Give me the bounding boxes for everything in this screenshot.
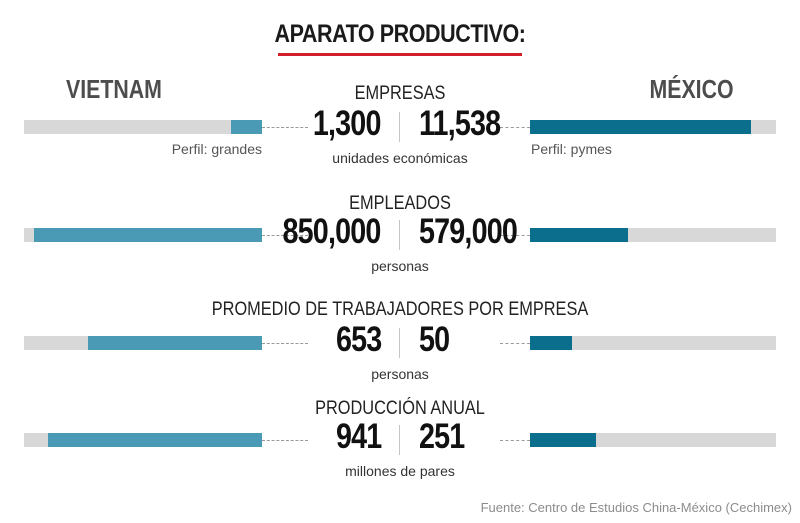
metric-label-promedio-trabajadores: PROMEDIO DE TRABAJADORES POR EMPRESA — [211, 299, 589, 320]
bar-track-mexico-empleados — [530, 228, 776, 242]
value-divider-promedio-trabajadores — [399, 328, 400, 358]
profile-mexico: Perfil: pymes — [531, 141, 612, 157]
bar-mexico-produccion-anual — [530, 433, 596, 447]
bar-mexico-empresas — [530, 120, 751, 134]
value-mexico-promedio-trabajadores: 50 — [419, 320, 450, 359]
bar-mexico-empleados — [530, 228, 628, 242]
chart-title: APARATO PRODUCTIVO: — [274, 20, 526, 48]
value-vietnam-empresas: 1,300 — [313, 104, 382, 143]
bar-track-mexico-empresas — [530, 120, 776, 134]
metric-label-produccion-anual: PRODUCCIÓN ANUAL — [315, 398, 485, 419]
source-note: Fuente: Centro de Estudios China-México … — [480, 500, 792, 515]
connector-right-empleados — [500, 235, 530, 236]
metric-label-empresas: EMPRESAS — [354, 83, 446, 104]
value-vietnam-produccion-anual: 941 — [335, 417, 382, 456]
value-divider-empresas — [399, 112, 400, 142]
connector-left-empresas — [262, 127, 308, 128]
unit-label-promedio-trabajadores: personas — [371, 366, 429, 382]
unit-label-empresas: unidades económicas — [332, 150, 468, 166]
value-mexico-empleados: 579,000 — [419, 212, 518, 251]
bar-vietnam-promedio-trabajadores — [88, 336, 262, 350]
value-mexico-empresas: 11,538 — [419, 104, 501, 143]
value-vietnam-empleados: 850,000 — [282, 212, 382, 251]
bar-vietnam-empleados — [34, 228, 262, 242]
bar-track-vietnam-empleados — [24, 228, 262, 242]
connector-right-empresas — [500, 127, 530, 128]
bar-vietnam-produccion-anual — [48, 433, 262, 447]
connector-right-promedio-trabajadores — [500, 343, 530, 344]
bar-track-mexico-promedio-trabajadores — [530, 336, 776, 350]
connector-right-produccion-anual — [500, 440, 530, 441]
bar-track-vietnam-promedio-trabajadores — [24, 336, 262, 350]
connector-left-empleados — [262, 235, 308, 236]
bar-vietnam-empresas — [231, 120, 262, 134]
country-label-vietnam: VIETNAM — [66, 74, 162, 104]
metric-label-empleados: EMPLEADOS — [349, 193, 451, 214]
bar-track-vietnam-produccion-anual — [24, 433, 262, 447]
country-label-mexico: MÉXICO — [649, 74, 734, 104]
bar-mexico-promedio-trabajadores — [530, 336, 572, 350]
value-mexico-produccion-anual: 251 — [419, 417, 465, 456]
value-divider-produccion-anual — [399, 425, 400, 455]
title-underline — [278, 53, 522, 56]
value-vietnam-promedio-trabajadores: 653 — [335, 320, 382, 359]
unit-label-empleados: personas — [371, 258, 429, 274]
bar-track-mexico-produccion-anual — [530, 433, 776, 447]
connector-left-promedio-trabajadores — [262, 343, 308, 344]
connector-left-produccion-anual — [262, 440, 308, 441]
unit-label-produccion-anual: millones de pares — [345, 463, 455, 479]
profile-vietnam: Perfil: grandes — [171, 141, 262, 157]
value-divider-empleados — [399, 220, 400, 250]
bar-track-vietnam-empresas — [24, 120, 262, 134]
